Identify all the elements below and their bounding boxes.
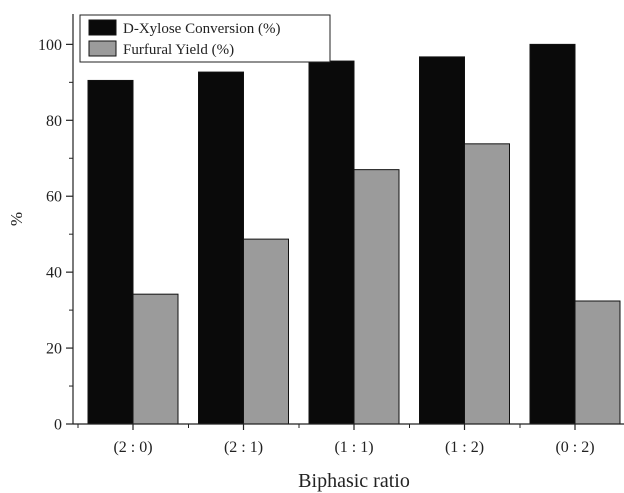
axes-layer: 0 20 40 60 80 100 (2 : 0) (2 : 1) (1 : 1) (1 : 2)… <box>38 14 624 456</box>
y-tick-label-2: 40 <box>46 265 62 282</box>
y-tick-label-0: 0 <box>54 417 62 434</box>
x-tick-label-0: (2 : 0) <box>113 439 152 456</box>
y-axis-label: % <box>7 212 26 226</box>
legend-swatch-0 <box>88 19 117 36</box>
bar-yield-1 <box>243 238 289 425</box>
legend-swatch-1 <box>88 40 117 57</box>
y-tick-label-1: 20 <box>46 341 62 358</box>
x-tick-label-1: (2 : 1) <box>224 439 263 456</box>
y-tick-label-4: 80 <box>46 113 62 130</box>
legend: D-Xylose Conversion (%) Furfural Yield (%… <box>79 14 331 63</box>
y-tick-label-3: 60 <box>46 189 62 206</box>
bar-yield-2 <box>353 169 400 425</box>
x-tick-label-3: (1 : 2) <box>445 439 484 456</box>
legend-label-0: D-Xylose Conversion (%) <box>123 21 280 37</box>
y-tick-label-5: 100 <box>38 37 62 54</box>
bar-conversion-3 <box>419 56 465 425</box>
legend-box <box>79 14 331 63</box>
bar-conversion-1 <box>198 71 244 425</box>
bar-conversion-0 <box>87 79 134 425</box>
bars-layer <box>87 43 621 425</box>
bar-yield-0 <box>132 293 179 425</box>
bar-yield-4 <box>574 300 621 425</box>
x-axis-label: Biphasic ratio <box>298 470 410 492</box>
bar-yield-3 <box>464 143 510 425</box>
x-tick-label-4: (0 : 2) <box>555 439 594 456</box>
bar-conversion-2 <box>308 60 355 425</box>
legend-label-1: Furfural Yield (%) <box>123 42 234 58</box>
x-tick-label-2: (1 : 1) <box>334 439 373 456</box>
bar-conversion-4 <box>529 43 576 425</box>
